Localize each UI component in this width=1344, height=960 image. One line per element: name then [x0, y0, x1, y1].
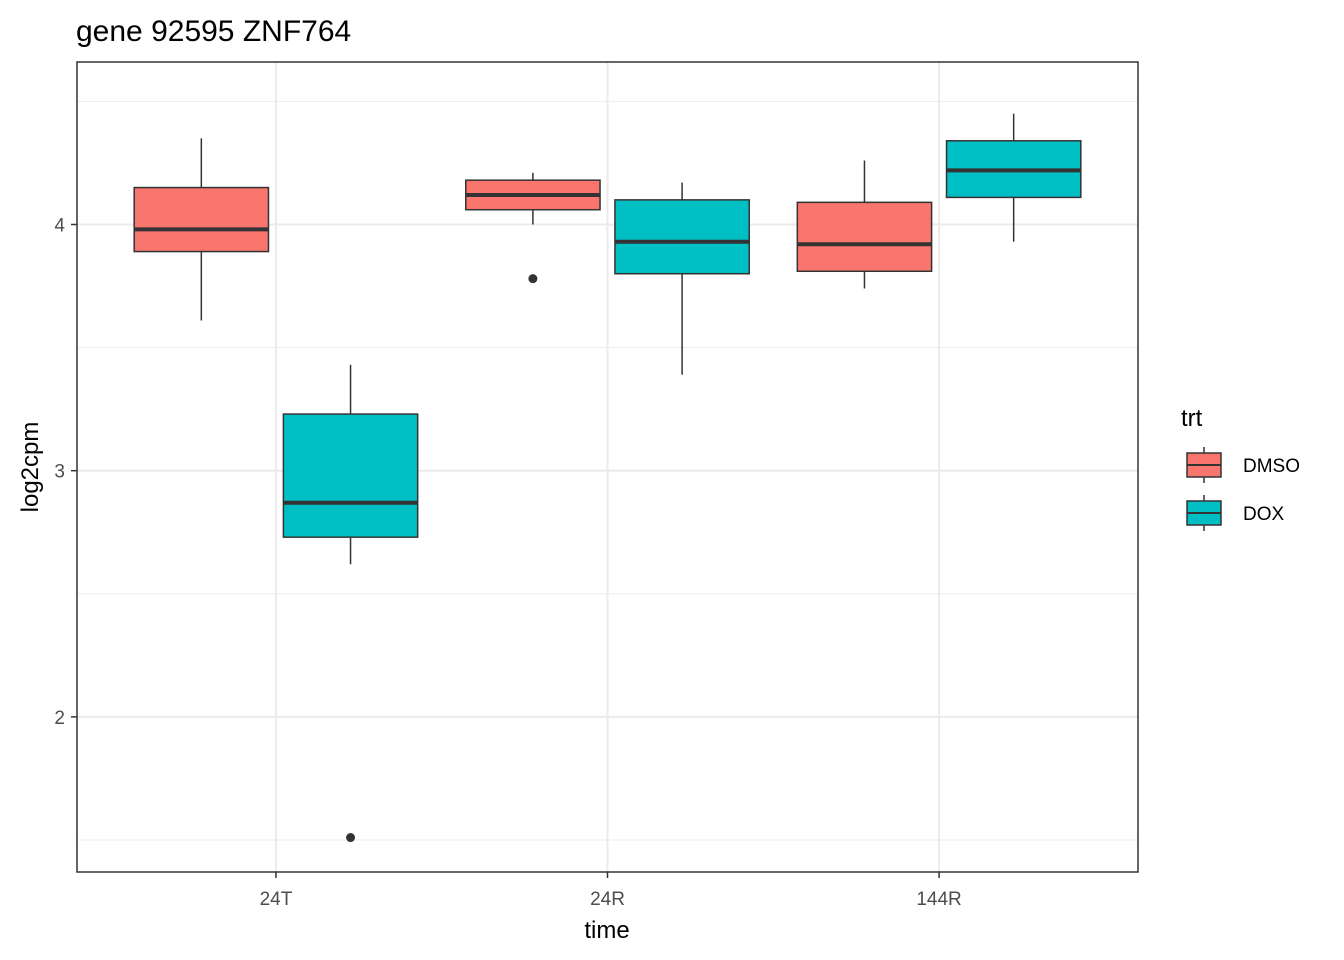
y-axis: 2 3 4: [54, 215, 77, 729]
box-dmso-24t: [133, 138, 270, 321]
legend-label-dmso: DMSO: [1243, 456, 1300, 477]
x-tick-label: 24T: [260, 889, 293, 910]
box-dox-24r: [614, 182, 750, 375]
box-dmso-144r: [796, 160, 933, 289]
box-iqr: [796, 201, 933, 273]
box-iqr: [133, 186, 270, 253]
y-tick-label: 3: [54, 462, 65, 483]
x-axis: 24T 24R 144R: [260, 872, 962, 910]
x-axis-title: time: [584, 917, 629, 944]
box-layer: [133, 113, 1082, 843]
box-dox-24t: [282, 364, 419, 843]
legend-key-dox: [1186, 495, 1222, 531]
box-dmso-24r: [465, 172, 601, 284]
y-tick-label: 4: [54, 215, 65, 236]
legend: trt DMSO DOX: [1181, 405, 1300, 531]
chart-title: gene 92595 ZNF764: [76, 15, 351, 48]
box-iqr: [282, 413, 419, 538]
legend-label-dox: DOX: [1243, 504, 1285, 525]
box-iqr: [614, 199, 750, 275]
outlier-point: [528, 274, 538, 284]
outlier-point: [346, 833, 356, 843]
y-tick-label: 2: [54, 708, 65, 729]
box-dox-144r: [945, 113, 1082, 242]
legend-key-dmso: [1186, 447, 1222, 483]
legend-title: trt: [1181, 405, 1203, 432]
y-axis-title: log2cpm: [17, 422, 44, 513]
x-tick-label: 24R: [590, 889, 625, 910]
x-tick-label: 144R: [916, 889, 961, 910]
